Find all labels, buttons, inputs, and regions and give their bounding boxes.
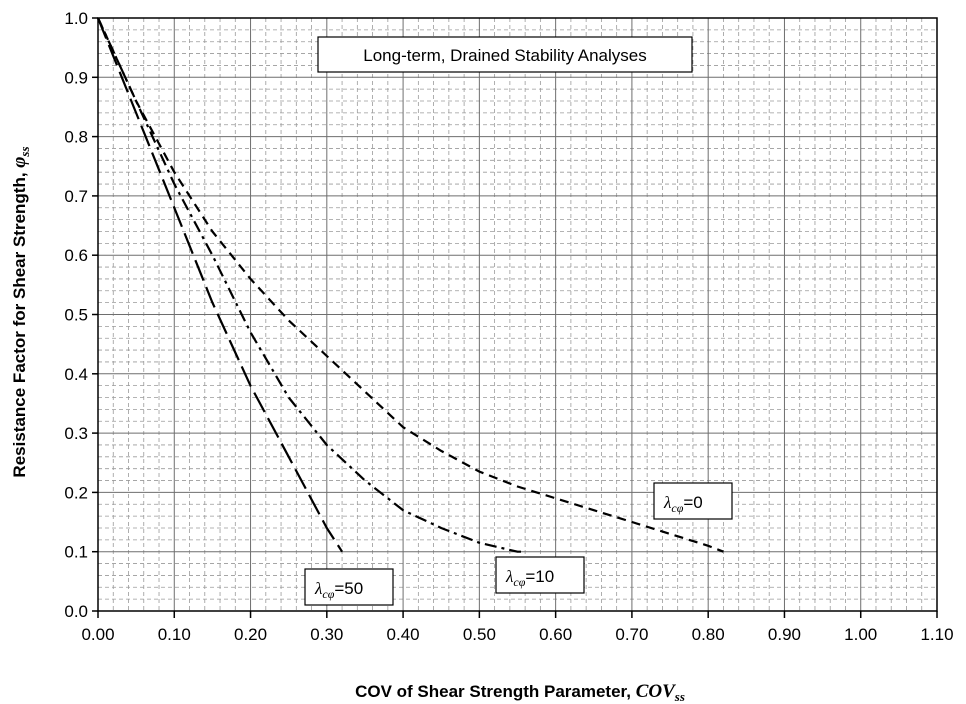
x-tick-label: 0.40 <box>387 625 420 644</box>
y-tick-label: 0.3 <box>64 424 88 443</box>
series-label-1: λcφ=10 <box>495 556 585 594</box>
series-lines <box>96 17 724 553</box>
series-label-2: λcφ=50 <box>304 568 394 606</box>
major-grid <box>98 18 937 611</box>
x-axis-title-text: COV of Shear Strength Parameter, <box>355 682 636 701</box>
x-axis-title-symbol: COV <box>636 681 676 702</box>
x-tick-label: 0.10 <box>158 625 191 644</box>
y-axis-title: Resistance Factor for Shear Strength, φs… <box>9 146 32 477</box>
axis-ticks <box>92 17 938 618</box>
y-tick-label: 0.0 <box>64 602 88 621</box>
series-line-0 <box>97 17 724 553</box>
series-label-sub: cφ <box>513 575 525 589</box>
series-label-lambda: λ <box>314 579 322 598</box>
x-tick-label: 0.20 <box>234 625 267 644</box>
series-label-sub: cφ <box>671 501 683 515</box>
svg-text:λcφ=50: λcφ=50 <box>314 579 363 601</box>
y-tick-label: 0.9 <box>64 68 88 87</box>
x-tick-labels: 0.00 0.10 0.20 0.30 0.40 0.50 0.60 0.70 0.80 0.90… <box>81 625 953 644</box>
y-tick-label: 0.2 <box>64 483 88 502</box>
y-tick-label: 1.0 <box>64 9 88 28</box>
x-axis-title: COV of Shear Strength Parameter, COVss <box>355 681 685 704</box>
y-tick-labels: 0.0 0.1 0.2 0.3 0.4 0.5 0.6 0.7 0.8 0.9 1.0 <box>64 9 88 621</box>
x-tick-label: 0.30 <box>310 625 343 644</box>
x-axis-title-subscript: ss <box>674 689 685 704</box>
series-label-sub: cφ <box>322 587 334 601</box>
series-label-value: =0 <box>683 493 702 512</box>
y-tick-label: 0.1 <box>64 543 88 562</box>
y-tick-label: 0.8 <box>64 128 88 147</box>
x-tick-label: 0.90 <box>768 625 801 644</box>
y-tick-label: 0.6 <box>64 246 88 265</box>
x-tick-label: 0.50 <box>463 625 496 644</box>
x-tick-label: 1.10 <box>920 625 953 644</box>
x-tick-label: 0.00 <box>81 625 114 644</box>
series-label-0: λcφ=0 <box>653 482 733 520</box>
x-tick-label: 0.60 <box>539 625 572 644</box>
y-axis-title-text: Resistance Factor for Shear Strength, <box>10 168 29 478</box>
series-label-lambda: λ <box>505 567 513 586</box>
annotation-box: Long-term, Drained Stability Analyses <box>317 36 693 73</box>
series-label-value: =50 <box>334 579 363 598</box>
y-axis-title-subscript: ss <box>17 146 32 157</box>
series-label-value: =10 <box>525 567 554 586</box>
y-tick-label: 0.5 <box>64 306 88 325</box>
annotation-text: Long-term, Drained Stability Analyses <box>363 46 646 65</box>
series-line-2 <box>96 17 344 553</box>
series-line-1 <box>97 17 526 553</box>
x-tick-label: 1.00 <box>844 625 877 644</box>
series-label-lambda: λ <box>663 493 671 512</box>
svg-text:λcφ=0: λcφ=0 <box>663 493 703 515</box>
svg-text:λcφ=10: λcφ=10 <box>505 567 554 589</box>
y-axis-title-symbol: φ <box>9 157 30 168</box>
x-tick-label: 0.80 <box>692 625 725 644</box>
y-tick-label: 0.4 <box>64 365 88 384</box>
x-tick-label: 0.70 <box>615 625 648 644</box>
y-tick-label: 0.7 <box>64 187 88 206</box>
